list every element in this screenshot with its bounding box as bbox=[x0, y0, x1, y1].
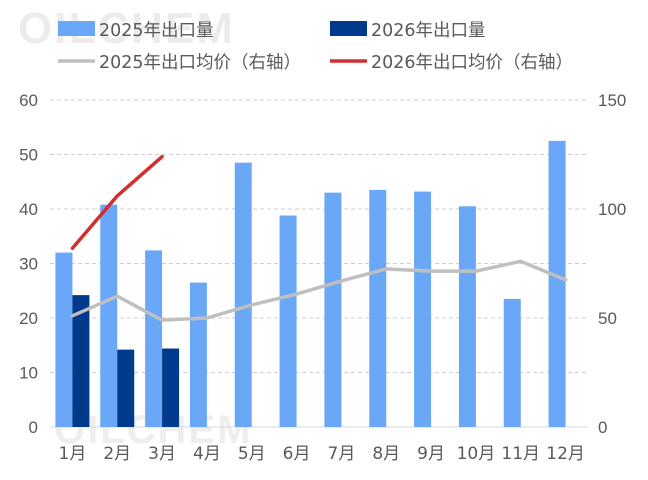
x-tick-label: 6月 bbox=[283, 444, 311, 464]
y-left-tick-label: 0 bbox=[29, 418, 38, 437]
bar-2025-7 bbox=[324, 192, 342, 427]
y-right-tick-label: 150 bbox=[598, 91, 626, 110]
y-left-tick-label: 30 bbox=[19, 255, 38, 274]
line-2025-price bbox=[70, 259, 568, 322]
y-left-tick-label: 40 bbox=[19, 200, 38, 219]
bar-2025-5 bbox=[234, 162, 252, 428]
x-tick-label: 11月 bbox=[501, 444, 540, 464]
bar-2025-11 bbox=[503, 298, 521, 427]
y-right-tick-label: 100 bbox=[598, 200, 626, 219]
x-tick-label: 2月 bbox=[103, 444, 131, 464]
y-left-tick-label: 60 bbox=[19, 91, 38, 110]
x-tick-label: 4月 bbox=[193, 444, 221, 464]
bar-2025-12 bbox=[548, 140, 566, 427]
legend-swatch bbox=[58, 21, 95, 36]
y-left-tick-label: 50 bbox=[19, 146, 38, 165]
bar-2026-2 bbox=[117, 349, 135, 427]
bar-2025-4 bbox=[189, 282, 207, 427]
legend-label: 2025年出口均价（右轴） bbox=[99, 53, 301, 73]
legend-label: 2026年出口量 bbox=[371, 21, 486, 41]
bar-2025-3 bbox=[145, 250, 163, 427]
x-tick-label: 12月 bbox=[546, 444, 585, 464]
y-right-tick-label: 50 bbox=[598, 309, 617, 328]
legend-label: 2026年出口均价（右轴） bbox=[371, 53, 573, 73]
bar-2026-3 bbox=[162, 348, 180, 427]
y-left-tick-label: 20 bbox=[19, 309, 38, 328]
bar-2025-10 bbox=[458, 206, 476, 427]
x-tick-label: 10月 bbox=[457, 444, 496, 464]
y-right-tick-label: 0 bbox=[598, 418, 607, 437]
line-2026-price bbox=[70, 154, 164, 250]
x-tick-label: 5月 bbox=[238, 444, 266, 464]
x-tick-label: 8月 bbox=[372, 444, 400, 464]
y-left-tick-label: 10 bbox=[19, 364, 38, 383]
x-tick-label: 1月 bbox=[59, 444, 87, 464]
bar-2026-1 bbox=[72, 295, 90, 427]
x-tick-label: 9月 bbox=[417, 444, 445, 464]
bar-2025-6 bbox=[279, 215, 297, 427]
x-tick-label: 3月 bbox=[148, 444, 176, 464]
legend-label: 2025年出口量 bbox=[99, 21, 214, 41]
bar-2025-2 bbox=[100, 204, 118, 427]
bar-2025-1 bbox=[55, 252, 73, 427]
x-tick-label: 7月 bbox=[328, 444, 356, 464]
bar-2025-9 bbox=[414, 191, 432, 427]
bar-2025-8 bbox=[369, 189, 387, 427]
legend-swatch bbox=[330, 21, 367, 36]
